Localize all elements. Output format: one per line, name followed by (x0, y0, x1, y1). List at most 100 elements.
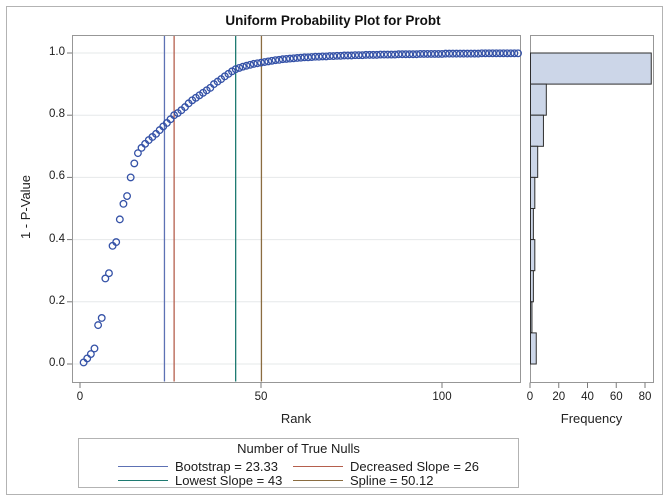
scatter-point (329, 52, 338, 61)
scatter-point (90, 344, 99, 353)
scatter-point (112, 238, 121, 247)
scatter-point (336, 51, 345, 60)
scatter-point (119, 199, 128, 208)
scatter-point (133, 149, 142, 158)
legend-entry-label: Bootstrap = 23.33 (175, 459, 278, 474)
scatter-point (86, 350, 95, 358)
y-axis-title: 1 - P-Value (18, 174, 33, 240)
legend-line-swatch (293, 466, 343, 467)
scatter-point (358, 51, 367, 60)
scatter-point (409, 50, 417, 59)
scatter-point (105, 269, 113, 278)
legend-line-swatch (293, 480, 343, 481)
scatter-point (369, 50, 378, 59)
scatter-point (293, 54, 302, 62)
histogram-bar (530, 145, 539, 178)
x-axis-title-frequency: Frequency (560, 411, 623, 426)
histogram-bar (530, 239, 536, 272)
graph-title: Uniform Probability Plot for Probt (225, 13, 441, 28)
scatter-point (325, 52, 334, 61)
scatter-point (238, 62, 247, 71)
frequency-tick-label: 0 (526, 391, 534, 403)
scatter-point (242, 61, 251, 70)
frequency-tick-label: 60 (609, 391, 623, 403)
scatter-point (257, 58, 265, 67)
scatter-point (282, 54, 291, 63)
histogram-bar (530, 52, 652, 85)
scatter-point (372, 50, 381, 59)
scatter-point (470, 49, 479, 58)
scatter-point (101, 274, 110, 283)
scatter-point (474, 49, 483, 58)
scatter-point (307, 53, 316, 61)
scatter-point (94, 321, 103, 330)
scatter-point (347, 51, 356, 60)
scatter-point (278, 55, 287, 64)
legend-line-swatch (118, 480, 168, 481)
scatter-point (264, 57, 273, 66)
scatter-point (296, 53, 305, 62)
scatter-point (304, 53, 313, 62)
scatter-panel-border (72, 35, 521, 383)
histogram-bar (530, 208, 534, 241)
y-tick-label: 1.0 (49, 46, 65, 58)
scatter-point (130, 159, 139, 168)
histogram-bar (530, 270, 534, 303)
scatter-point (300, 53, 309, 62)
scatter-point (286, 54, 294, 63)
frequency-tick-label: 40 (581, 391, 594, 403)
scatter-point (267, 56, 276, 65)
scatter-point (314, 52, 323, 61)
x-axis-title-rank: Rank (280, 411, 312, 426)
y-tick-label: 0.0 (49, 357, 65, 369)
scatter-point (246, 60, 255, 69)
scatter-point (412, 50, 421, 59)
scatter-point (514, 49, 522, 58)
y-tick-label: 0.6 (49, 170, 65, 183)
scatter-point (235, 63, 244, 72)
scatter-point (322, 52, 331, 61)
scatter-point (390, 50, 399, 59)
histogram-bar (530, 332, 537, 365)
scatter-point (438, 49, 446, 58)
legend-line-swatch (118, 466, 168, 467)
scatter-point (123, 192, 132, 201)
scatter-point (115, 215, 124, 224)
histogram-bar (530, 176, 536, 209)
histogram-panel-border (530, 35, 654, 383)
y-tick-label: 0.8 (49, 108, 65, 121)
histogram-bar (530, 83, 547, 116)
scatter-point (253, 59, 262, 68)
legend-title: Number of True Nulls (237, 441, 360, 456)
y-tick-label: 0.2 (49, 294, 65, 307)
histogram-bar (530, 114, 544, 147)
scatter-point (343, 51, 352, 60)
scatter-point (260, 58, 269, 66)
scatter-point (510, 49, 519, 58)
histogram-bar (530, 301, 533, 334)
scatter-point (249, 59, 258, 68)
x-tick-label: 100 (432, 391, 452, 403)
legend-entry-label: Lowest Slope = 43 (175, 473, 283, 488)
scatter-point (275, 55, 284, 64)
scatter-point (354, 51, 363, 60)
frequency-tick-label: 20 (552, 391, 566, 403)
scatter-point (311, 52, 320, 61)
scatter-point (387, 50, 396, 59)
scatter-point (318, 52, 327, 61)
legend-box: Number of True Nulls Bootstrap = 23.33 De… (78, 438, 519, 488)
y-tick-label: 0.4 (49, 232, 65, 245)
scatter-point (271, 56, 280, 65)
scatter-point (289, 54, 298, 63)
legend-entry-label: Decreased Slope = 26 (350, 459, 480, 474)
frequency-tick-label: 80 (638, 391, 652, 403)
scatter-point (231, 65, 240, 74)
scatter-point (97, 314, 106, 322)
scatter-point (434, 49, 443, 58)
scatter-point (126, 173, 135, 182)
x-tick-label: 50 (254, 391, 268, 403)
scatter-point (333, 51, 341, 60)
x-tick-label: 0 (76, 391, 84, 403)
